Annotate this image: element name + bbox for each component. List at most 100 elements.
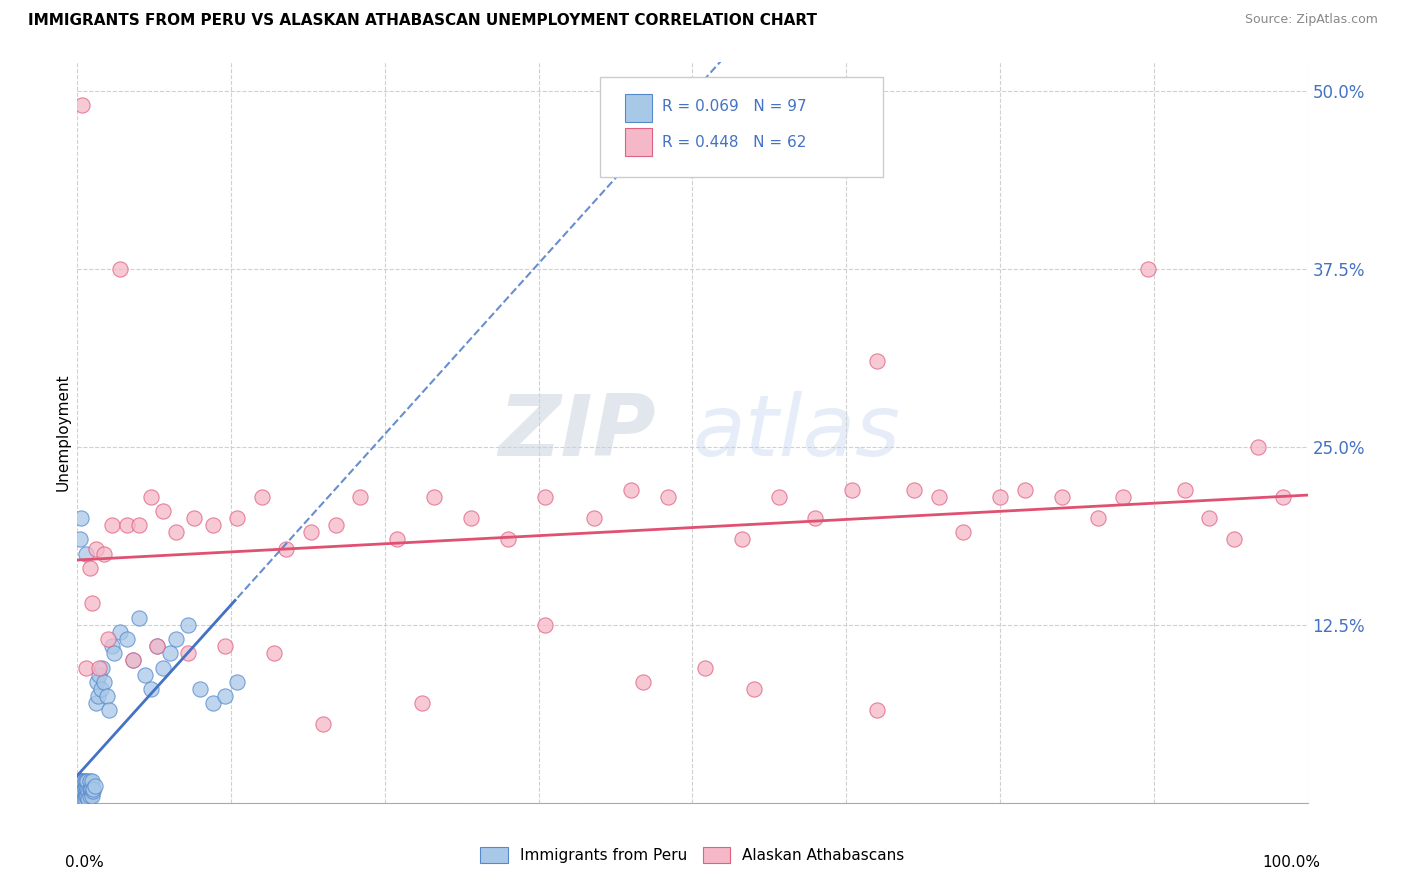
Point: [70, 790, 93, 805]
Text: 100.0%: 100.0%: [1261, 855, 1320, 870]
Point: [70, 786, 93, 800]
FancyBboxPatch shape: [624, 94, 652, 121]
Point: [866, 703, 889, 717]
Point: [96, 689, 118, 703]
Point: [69, 779, 91, 793]
Point: [70, 779, 93, 793]
Point: [534, 617, 557, 632]
Point: [201, 518, 224, 533]
Point: [70, 98, 93, 112]
Point: [101, 518, 124, 533]
Point: [69, 774, 91, 789]
Point: [67, 796, 90, 810]
Point: [903, 483, 925, 497]
Point: [67, 789, 90, 803]
Point: [67, 794, 90, 808]
Point: [988, 490, 1011, 504]
Point: [69, 533, 91, 547]
Point: [226, 674, 249, 689]
Point: [742, 681, 765, 696]
Point: [1087, 511, 1109, 525]
Point: [1198, 511, 1220, 525]
Point: [76, 774, 98, 789]
Point: [73, 781, 96, 796]
Point: [77, 791, 100, 805]
Point: [165, 632, 187, 646]
Point: [69, 790, 91, 805]
Point: [70, 791, 93, 805]
Point: [226, 511, 249, 525]
Point: [70, 783, 93, 797]
Point: [620, 483, 643, 497]
Point: [165, 525, 187, 540]
Point: [1136, 261, 1159, 276]
Point: [75, 660, 97, 674]
Point: [70, 784, 93, 798]
Point: [67, 791, 90, 805]
Point: [263, 646, 285, 660]
Point: [276, 542, 298, 557]
Point: [75, 547, 97, 561]
Point: [183, 511, 205, 525]
Point: [79, 789, 101, 803]
Point: [69, 789, 91, 803]
Point: [866, 354, 889, 368]
Point: [1174, 483, 1197, 497]
Point: [86, 674, 108, 689]
Point: [70, 777, 93, 791]
Point: [159, 646, 181, 660]
Point: [82, 789, 104, 803]
Point: [141, 681, 163, 696]
Point: [82, 774, 104, 789]
Point: [115, 518, 138, 533]
Point: [79, 774, 101, 789]
Point: [841, 483, 863, 497]
Point: [177, 617, 200, 632]
Point: [146, 639, 169, 653]
Point: [110, 261, 132, 276]
Text: IMMIGRANTS FROM PERU VS ALASKAN ATHABASCAN UNEMPLOYMENT CORRELATION CHART: IMMIGRANTS FROM PERU VS ALASKAN ATHABASC…: [28, 13, 817, 29]
Point: [90, 681, 112, 696]
Point: [75, 784, 97, 798]
Point: [79, 561, 101, 575]
Point: [93, 674, 115, 689]
Point: [496, 533, 519, 547]
Point: [141, 490, 163, 504]
Point: [128, 610, 150, 624]
Point: [134, 667, 156, 681]
Point: [69, 791, 91, 805]
Point: [214, 689, 236, 703]
Point: [97, 632, 120, 646]
Text: ZIP: ZIP: [498, 391, 655, 475]
Point: [75, 789, 97, 803]
Point: [76, 781, 98, 796]
Point: [349, 490, 371, 504]
Point: [76, 789, 98, 803]
Point: [299, 525, 322, 540]
Point: [411, 696, 433, 710]
Point: [72, 774, 94, 789]
Point: [385, 533, 409, 547]
Point: [768, 490, 790, 504]
Point: [146, 639, 169, 653]
FancyBboxPatch shape: [600, 78, 883, 178]
Point: [312, 717, 335, 731]
Point: [214, 639, 236, 653]
Point: [84, 542, 107, 557]
Point: [633, 674, 655, 689]
Point: [1223, 533, 1246, 547]
Point: [77, 784, 100, 798]
Point: [73, 789, 96, 803]
Point: [70, 784, 93, 798]
Point: [121, 653, 143, 667]
Point: [93, 547, 115, 561]
Text: R = 0.448   N = 62: R = 0.448 N = 62: [662, 135, 806, 150]
Point: [69, 781, 91, 796]
Point: [110, 624, 132, 639]
Point: [69, 791, 91, 805]
Point: [67, 790, 90, 805]
Point: [69, 793, 91, 807]
Point: [69, 784, 91, 798]
Point: [75, 779, 97, 793]
Point: [201, 696, 224, 710]
